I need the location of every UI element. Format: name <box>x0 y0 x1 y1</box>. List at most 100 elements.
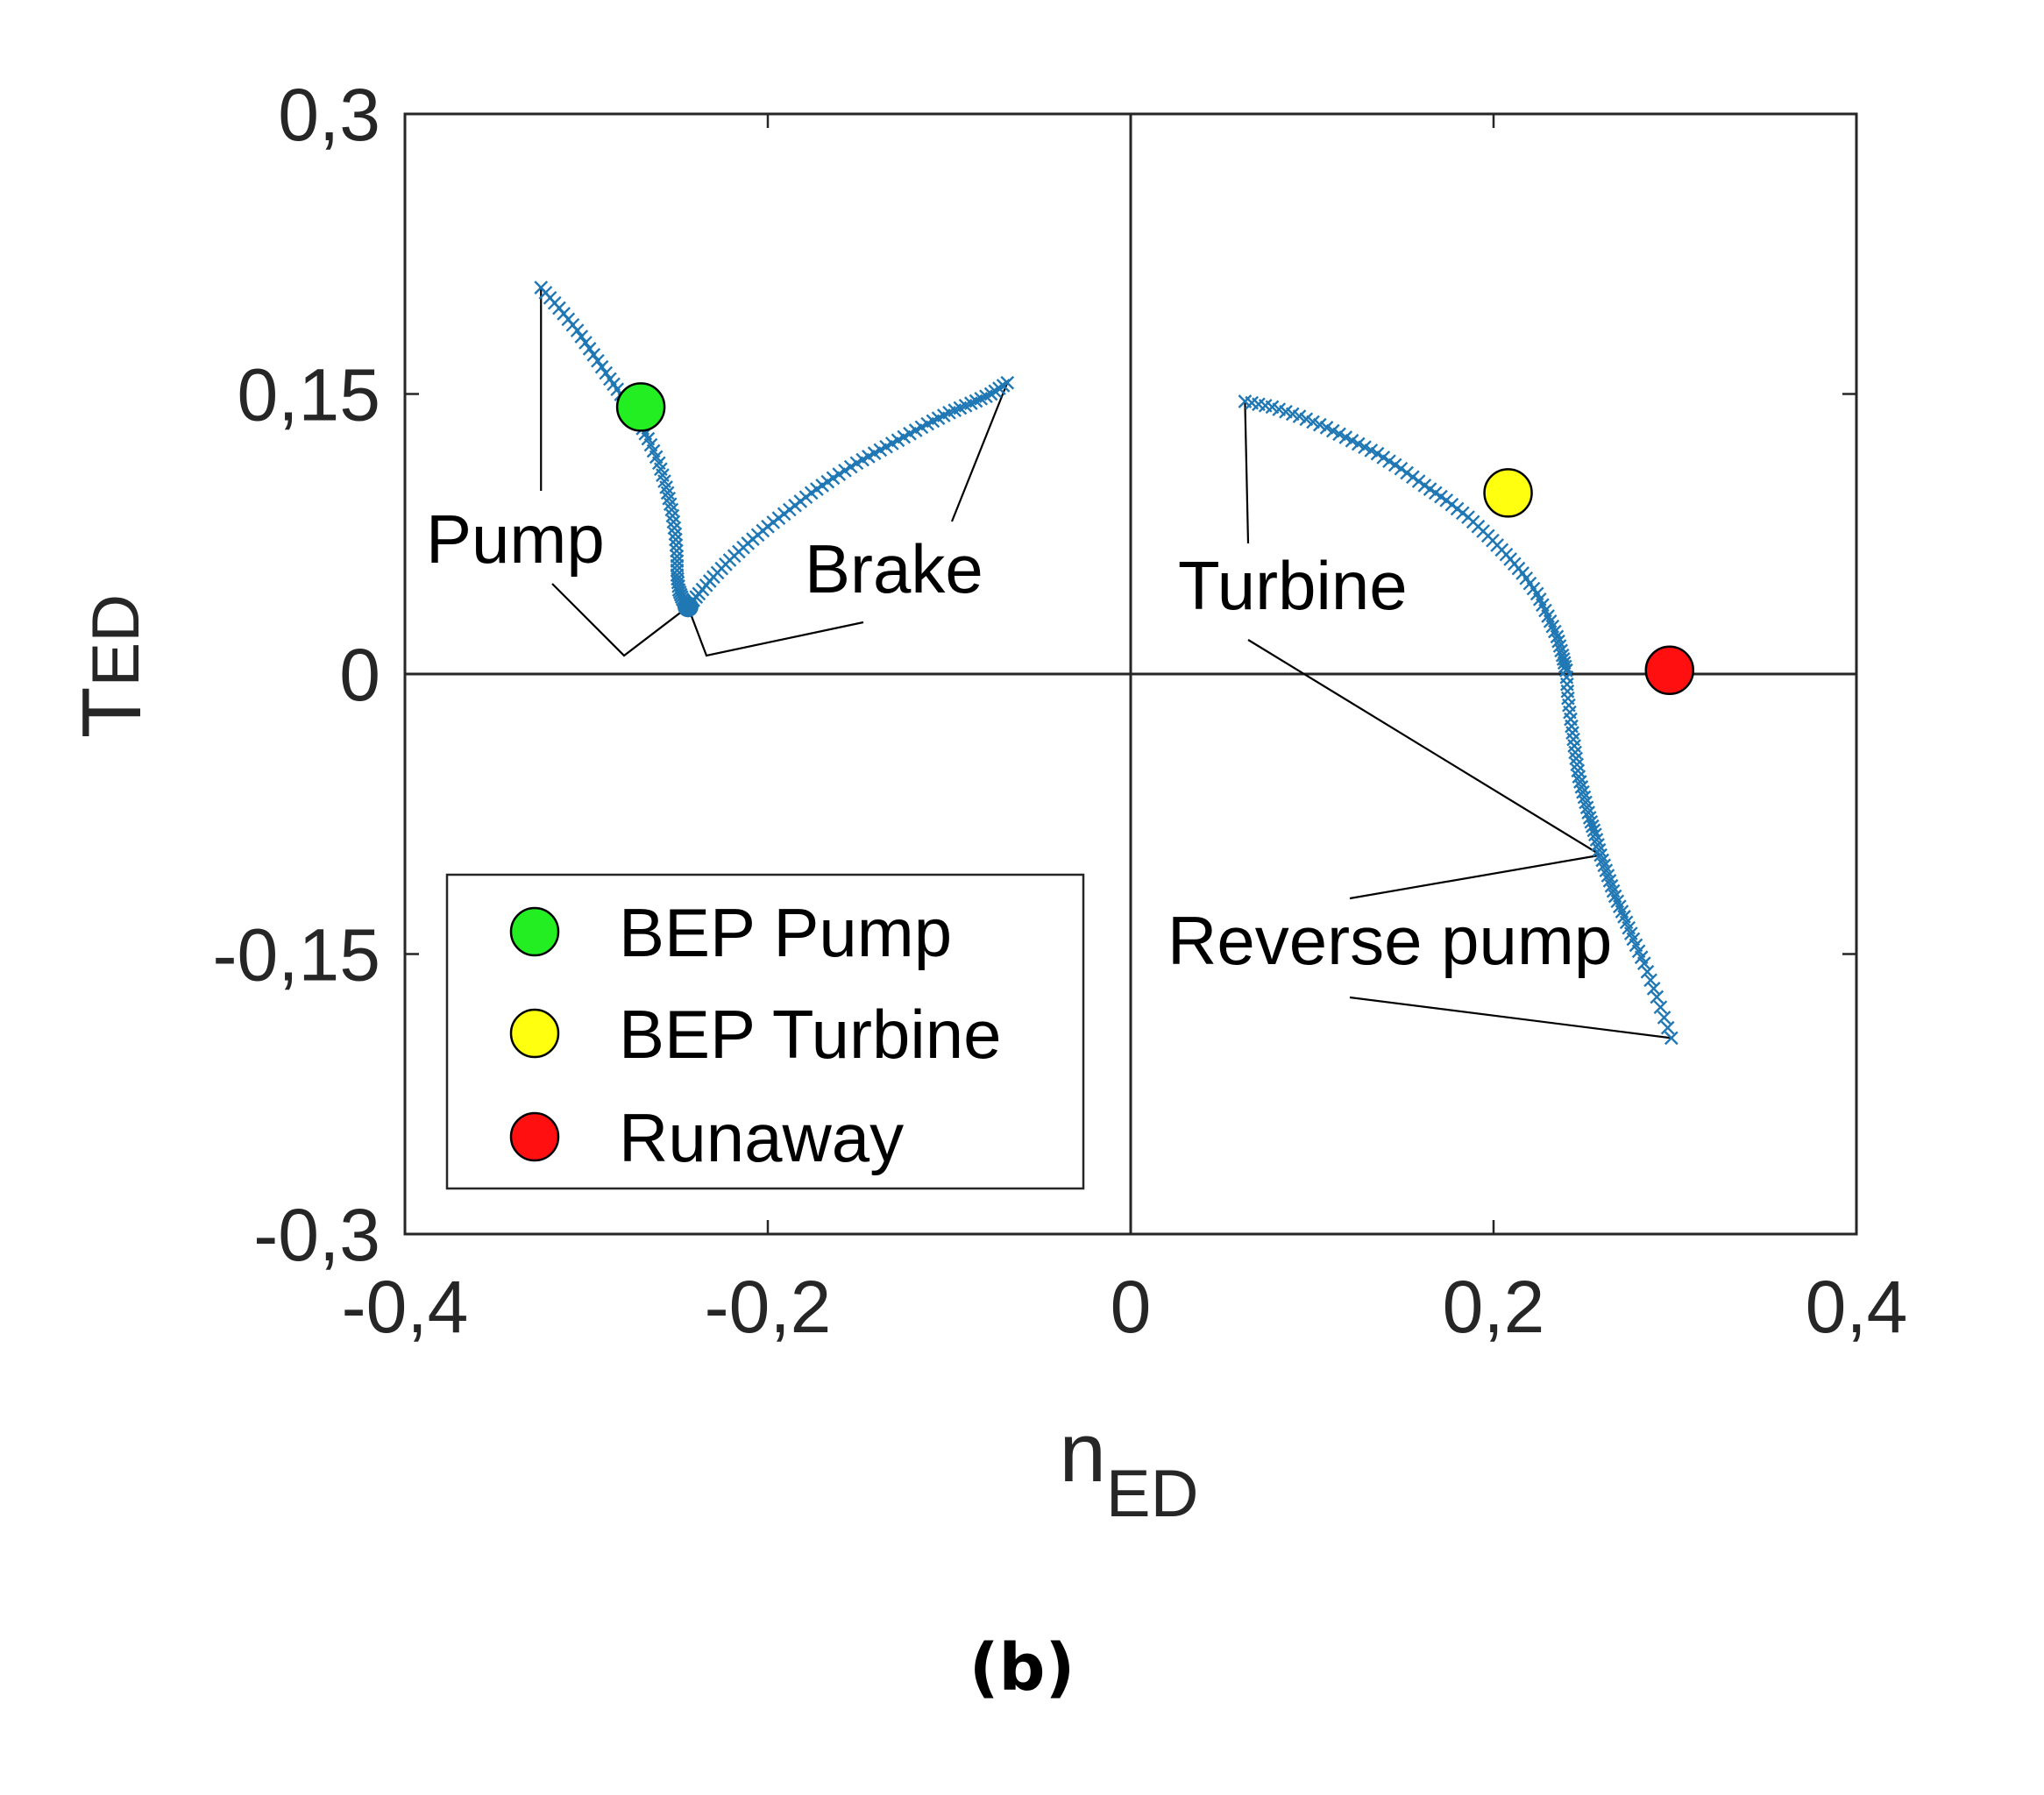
special-points <box>615 382 1695 695</box>
x-axis-title: nED <box>1060 1406 1199 1531</box>
y-axis-title-main: T <box>65 686 159 738</box>
annotation-reverse-pump: Reverse pump <box>1167 902 1612 979</box>
x-tick-label-2: 0 <box>1111 1266 1152 1348</box>
data-point-reverse-pump-fill-2-3 <box>1567 739 1581 753</box>
y-axis-title-group: TED <box>65 594 159 738</box>
data-point-reverse-pump-fill-10-3 <box>1615 905 1629 919</box>
legend-label-bep-pump: BEP Pump <box>619 894 952 971</box>
legend-marker-bep-turbine <box>509 1008 560 1059</box>
data-point-turbine-fill-7-3 <box>1434 489 1448 504</box>
data-point-reverse-pump-fill-4-2 <box>1574 780 1589 794</box>
leader-turbine-top <box>1244 401 1250 544</box>
x-tick-label-1: -0,2 <box>705 1266 832 1348</box>
data-point-turbine-fill-14-3 <box>1548 624 1562 639</box>
data-point-turbine-fill-15-1 <box>1551 634 1565 649</box>
data-point-turbine-fill-8-3 <box>1455 506 1470 521</box>
special-point-bep-turbine <box>1483 468 1533 518</box>
data-cluster-pump-brake <box>677 596 699 618</box>
data-point-turbine-fill-4-3 <box>1364 443 1379 458</box>
y-tick-label-0: -0,3 <box>253 1194 380 1276</box>
data-point-reverse-pump-fill-5-3 <box>1581 805 1596 820</box>
x-tick-label-4: 0,4 <box>1806 1266 1908 1348</box>
data-point-turbine-fill-0-3 <box>1258 398 1273 413</box>
data-point-pump-fill-11-1 <box>669 532 683 547</box>
leader-reverse-pump-bottom <box>1349 996 1671 1039</box>
data-point-pump-fill-2-1 <box>574 330 589 344</box>
y-tick-labels: -0,3 -0,15 0 0,15 0,3 <box>213 74 380 1276</box>
data-point-pump-fill-3-3 <box>599 365 614 380</box>
data-point-reverse-pump-6 <box>1582 811 1597 825</box>
data-point-turbine-fill-11-3 <box>1511 561 1526 576</box>
data-point-reverse-pump-fill-12-3 <box>1634 950 1649 965</box>
y-axis-title: TED <box>65 594 159 738</box>
data-point-turbine-fill-1-3 <box>1285 407 1300 422</box>
data-point-reverse-pump-fill-13-2 <box>1643 973 1657 988</box>
data-point-pump-fill-10-3 <box>667 521 682 536</box>
data-point-reverse-pump-fill-1-3 <box>1564 712 1578 727</box>
data-point-reverse-pump-7 <box>1588 827 1602 842</box>
data-point-pump-fill-3-1 <box>591 353 605 368</box>
data-point-brake-fill-11-3 <box>914 420 929 435</box>
y-tick-label-1: -0,15 <box>213 914 380 997</box>
data-point-brake-fill-9-3 <box>867 446 882 460</box>
data-point-reverse-pump-fill-6-1 <box>1584 814 1599 829</box>
data-point-reverse-pump-5 <box>1577 790 1592 805</box>
data-point-brake-fill-10-3 <box>891 433 905 448</box>
data-point-reverse-pump-fill-13-3 <box>1646 982 1661 996</box>
data-point-brake-fill-5-3 <box>777 507 791 521</box>
data-point-reverse-pump-fill-0-3 <box>1560 684 1575 699</box>
data-point-pump-fill-1-3 <box>565 317 580 332</box>
data-point-pump-fill-2-2 <box>578 336 593 350</box>
data-point-reverse-pump-fill-9-3 <box>1606 883 1621 898</box>
data-point-reverse-pump-14 <box>1650 990 1664 1004</box>
data-point-brake-fill-13-3 <box>958 398 973 413</box>
data-point-reverse-pump-fill-14-1 <box>1653 1000 1668 1015</box>
data-point-reverse-pump-fill-13-1 <box>1640 964 1655 979</box>
leader-brake-bottom <box>686 606 864 657</box>
data-point-turbine-fill-6-3 <box>1411 474 1426 488</box>
x-axis-title-sub: ED <box>1106 1457 1199 1531</box>
data-point-brake-fill-15-3 <box>996 379 1011 393</box>
data-point-reverse-pump-fill-4-3 <box>1576 784 1590 799</box>
data-point-pump-3 <box>586 347 601 362</box>
data-point-turbine-fill-15-3 <box>1554 643 1568 658</box>
legend-marker-runaway <box>509 1111 560 1162</box>
series-markers <box>534 280 1678 1046</box>
data-point-reverse-pump-fill-14-3 <box>1660 1020 1675 1035</box>
annotation-leader-lines <box>540 287 1671 1039</box>
data-point-reverse-pump-15 <box>1664 1031 1678 1046</box>
data-point-reverse-pump-fill-6-2 <box>1585 819 1600 834</box>
data-point-reverse-pump-fill-8-3 <box>1599 863 1614 878</box>
data-point-reverse-pump-fill-7-2 <box>1591 838 1605 852</box>
data-point-reverse-pump-fill-3-3 <box>1571 763 1586 778</box>
leader-reverse-pump-top <box>1349 854 1601 900</box>
special-point-runaway <box>1644 645 1695 695</box>
data-point-pump-fill-12-2 <box>670 558 685 573</box>
data-point-brake-fill-6-3 <box>798 490 813 505</box>
data-point-turbine-fill-6-1 <box>1400 465 1415 480</box>
zero-lines <box>405 114 1856 1234</box>
y-tick-label-2: 0 <box>339 634 380 716</box>
y-axis-title-sub: ED <box>79 594 153 687</box>
data-point-brake-fill-8-3 <box>843 459 858 474</box>
data-point-pump-fill-7-3 <box>649 450 664 465</box>
data-point-turbine-fill-5-3 <box>1388 458 1402 472</box>
data-point-turbine-fill-15-2 <box>1552 639 1567 653</box>
data-point-turbine-fill-3-3 <box>1338 430 1353 444</box>
leader-brake-top <box>950 382 1009 522</box>
data-point-pump-fill-9-3 <box>663 497 678 512</box>
data-point-turbine-fill-13-3 <box>1538 603 1552 618</box>
annotation-brake: Brake <box>805 530 983 607</box>
legend-label-bep-turbine: BEP Turbine <box>619 996 1002 1073</box>
x-axis-title-main: n <box>1060 1406 1106 1500</box>
annotation-turbine: Turbine <box>1178 547 1408 624</box>
data-point-reverse-pump-fill-4-1 <box>1572 775 1587 789</box>
x-tick-labels: -0,4 -0,2 0 0,2 0,4 <box>342 1266 1908 1348</box>
data-point-reverse-pump-fill-14-2 <box>1657 1011 1671 1025</box>
data-point-brake-fill-7-3 <box>820 474 835 489</box>
data-point-reverse-pump-fill-6-3 <box>1586 823 1601 838</box>
data-point-turbine-fill-2-3 <box>1312 417 1327 432</box>
data-point-brake-fill-14-3 <box>979 389 993 404</box>
legend: BEP Pump BEP Turbine Runaway <box>445 873 1085 1190</box>
